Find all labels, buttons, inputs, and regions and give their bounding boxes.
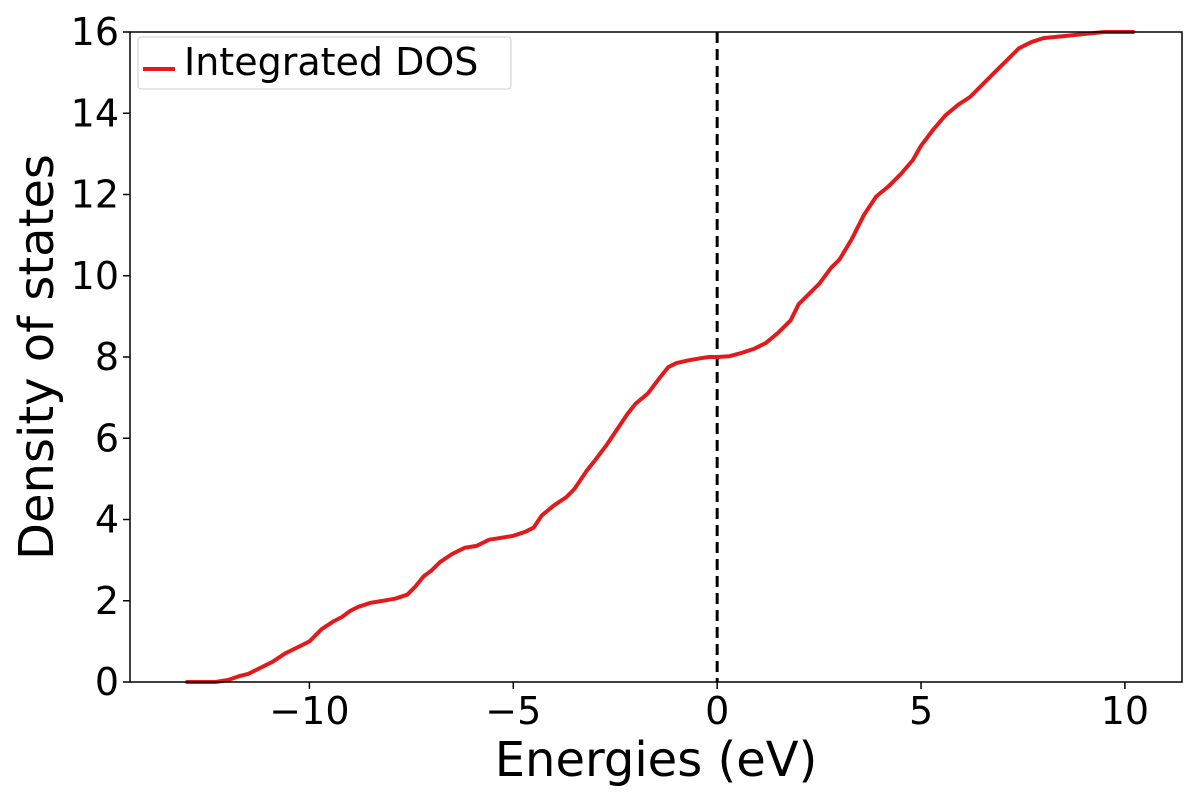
y-tick-label: 6 (95, 416, 119, 460)
x-tick-label: 10 (1101, 689, 1149, 733)
y-tick-label: 2 (95, 579, 119, 623)
legend: Integrated DOS (137, 36, 512, 90)
plot-frame (129, 31, 1183, 683)
x-tick-label: −5 (485, 689, 541, 733)
y-tick-label: 4 (95, 498, 119, 542)
x-axis-title: Energies (eV) (495, 732, 818, 788)
y-tick-label: 14 (71, 91, 119, 135)
y-tick-label: 16 (71, 10, 119, 54)
y-tick-label: 0 (95, 660, 119, 704)
x-tick-label: 5 (909, 689, 933, 733)
legend-box (137, 36, 512, 90)
y-tick-label: 12 (71, 173, 119, 217)
y-tick-label: 8 (95, 335, 119, 379)
legend-label-integrated-dos: Integrated DOS (184, 40, 478, 84)
x-tick-label: 0 (705, 689, 729, 733)
y-tick-label: 10 (71, 254, 119, 298)
x-tick-label: −10 (269, 689, 349, 733)
series-line-integrated-dos (185, 30, 1136, 684)
y-axis-title: Density of states (9, 154, 65, 560)
